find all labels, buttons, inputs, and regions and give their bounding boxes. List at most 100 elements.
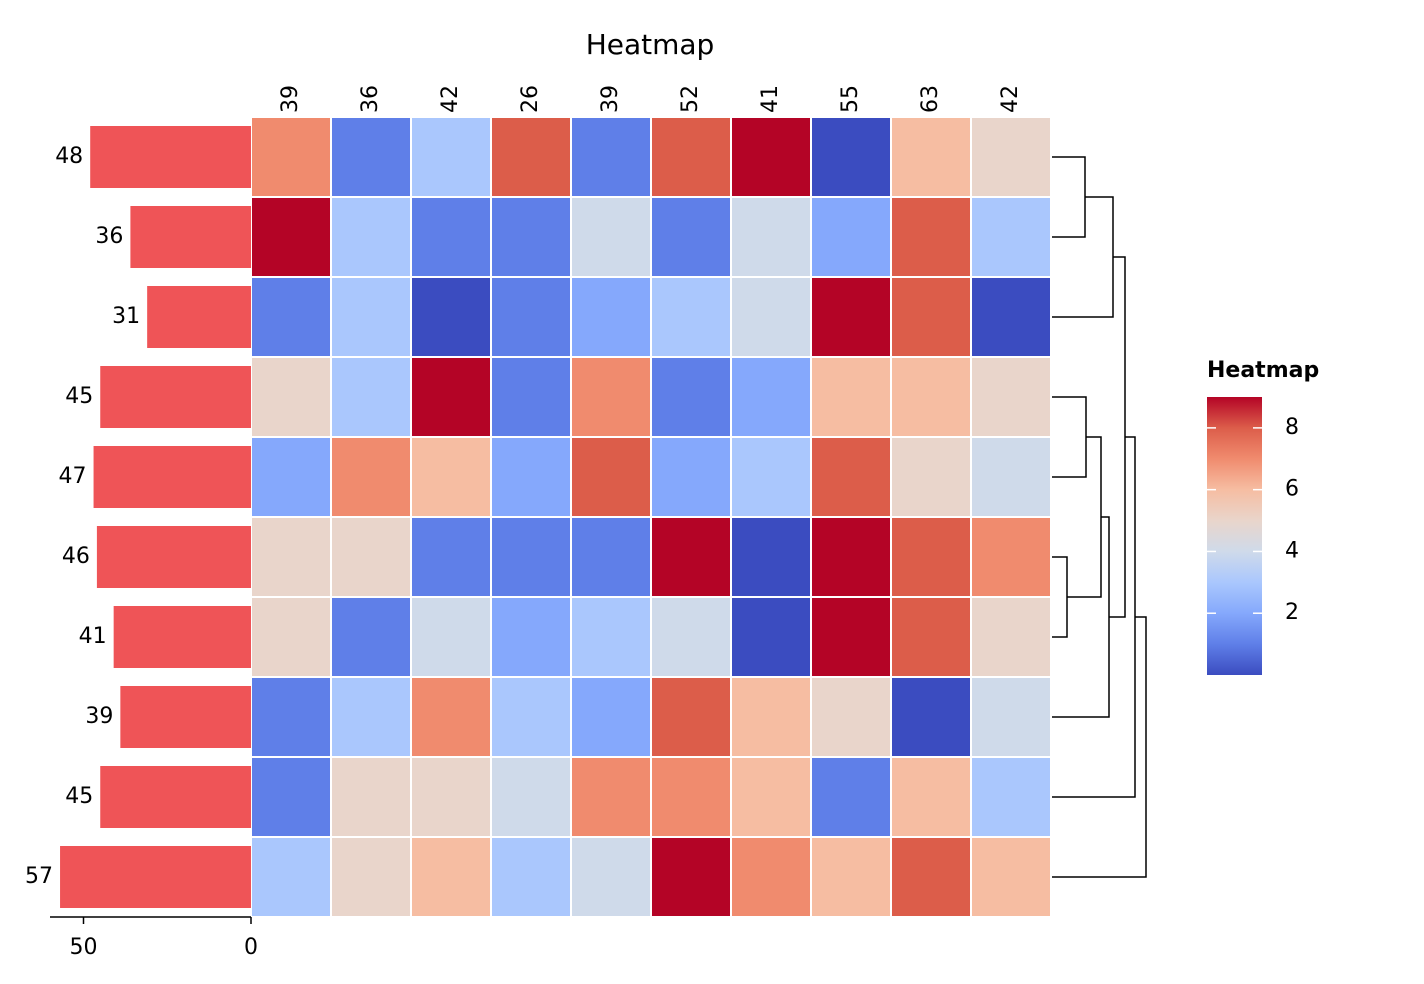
heatmap-cell (410, 436, 492, 518)
heatmap-cell (890, 276, 972, 358)
heatmap-cell (650, 356, 732, 438)
heatmap-cell (330, 356, 412, 438)
heatmap-cell (410, 756, 492, 838)
heatmap-cell (810, 116, 892, 198)
bar-label: 48 (55, 144, 83, 169)
heatmap-cell (330, 516, 412, 598)
heatmap-cell (810, 436, 892, 518)
heatmap-cell (650, 516, 732, 598)
heatmap-cell (250, 836, 332, 918)
heatmap-cell (410, 596, 492, 678)
heatmap-cell (490, 276, 572, 358)
heatmap-cell (490, 596, 572, 678)
heatmap-cell (490, 516, 572, 598)
column-label: 63 (918, 85, 943, 113)
colorbar-tick-label: 2 (1285, 600, 1299, 625)
heatmap-cell (490, 756, 572, 838)
bar-label: 41 (79, 624, 107, 649)
heatmap-cell (410, 356, 492, 438)
bar (96, 526, 252, 588)
column-label: 39 (598, 85, 623, 113)
heatmap-cell (250, 516, 332, 598)
bar-label: 36 (95, 224, 123, 249)
bar-label: 46 (62, 544, 90, 569)
heatmap-cell (490, 676, 572, 758)
heatmap-cell (890, 196, 972, 278)
column-label: 36 (358, 85, 383, 113)
heatmap-cell (410, 116, 492, 198)
heatmap-cell (330, 676, 412, 758)
heatmap-cell (970, 596, 1052, 678)
heatmap-cell (890, 836, 972, 918)
heatmap-cell (330, 836, 412, 918)
heatmap-cell (490, 356, 572, 438)
column-label: 52 (678, 85, 703, 113)
heatmap-cell (410, 516, 492, 598)
colorbar-title: Heatmap (1207, 358, 1319, 383)
bar-label: 45 (65, 784, 93, 809)
heatmap-cell (250, 276, 332, 358)
x-tick-label: 50 (70, 935, 98, 960)
heatmap-cell (330, 436, 412, 518)
heatmap-cell (250, 356, 332, 438)
column-label: 55 (838, 85, 863, 113)
heatmap-cell (970, 276, 1052, 358)
heatmap-cell (570, 276, 652, 358)
heatmap-cell (810, 516, 892, 598)
heatmap-cell (330, 596, 412, 678)
heatmap-cell (810, 676, 892, 758)
bar (130, 206, 251, 268)
heatmap-cell (650, 276, 732, 358)
colorbar (1207, 397, 1262, 675)
bar-label: 47 (59, 464, 87, 489)
bar-label: 57 (25, 864, 53, 889)
heatmap-cell (890, 516, 972, 598)
heatmap-cell (890, 676, 972, 758)
heatmap-cell (250, 436, 332, 518)
x-tick-label: 0 (244, 935, 258, 960)
heatmap-cell (650, 676, 732, 758)
heatmap-cell (890, 436, 972, 518)
heatmap-cell (490, 196, 572, 278)
heatmap-cell (810, 756, 892, 838)
heatmap-cell (810, 836, 892, 918)
heatmap-cell (330, 276, 412, 358)
heatmap-cell (890, 596, 972, 678)
bar-label: 39 (85, 704, 113, 729)
heatmap-cell (650, 436, 732, 518)
heatmap-cell (490, 436, 572, 518)
heatmap-cell (970, 116, 1052, 198)
heatmap-cell (570, 676, 652, 758)
heatmap-cell (650, 116, 732, 198)
heatmap-cell (570, 596, 652, 678)
heatmap-cell (330, 116, 412, 198)
heatmap-cell (730, 436, 812, 518)
heatmap-cell (570, 436, 652, 518)
heatmap-cell (970, 356, 1052, 438)
bar (147, 286, 251, 348)
heatmap-cell (330, 196, 412, 278)
colorbar-tick-label: 4 (1285, 538, 1299, 563)
heatmap-cell (730, 836, 812, 918)
heatmap-cell (250, 196, 332, 278)
bar (113, 606, 252, 668)
heatmap-cell (810, 276, 892, 358)
heatmap-cell (330, 756, 412, 838)
bar (93, 446, 251, 508)
colorbar-tick-label: 8 (1285, 415, 1299, 440)
heatmap-cell (890, 356, 972, 438)
heatmap-cell (810, 596, 892, 678)
heatmap-cell (410, 276, 492, 358)
heatmap-cell (970, 836, 1052, 918)
heatmap-cell (730, 756, 812, 838)
heatmap-cell (730, 116, 812, 198)
heatmap-cell (250, 676, 332, 758)
bar (90, 126, 251, 188)
heatmap-cell (490, 836, 572, 918)
heatmap-cell (730, 196, 812, 278)
heatmap-cell (570, 836, 652, 918)
heatmap-cell (810, 356, 892, 438)
dendrogram-link (1050, 256, 1147, 878)
bar (100, 766, 251, 828)
